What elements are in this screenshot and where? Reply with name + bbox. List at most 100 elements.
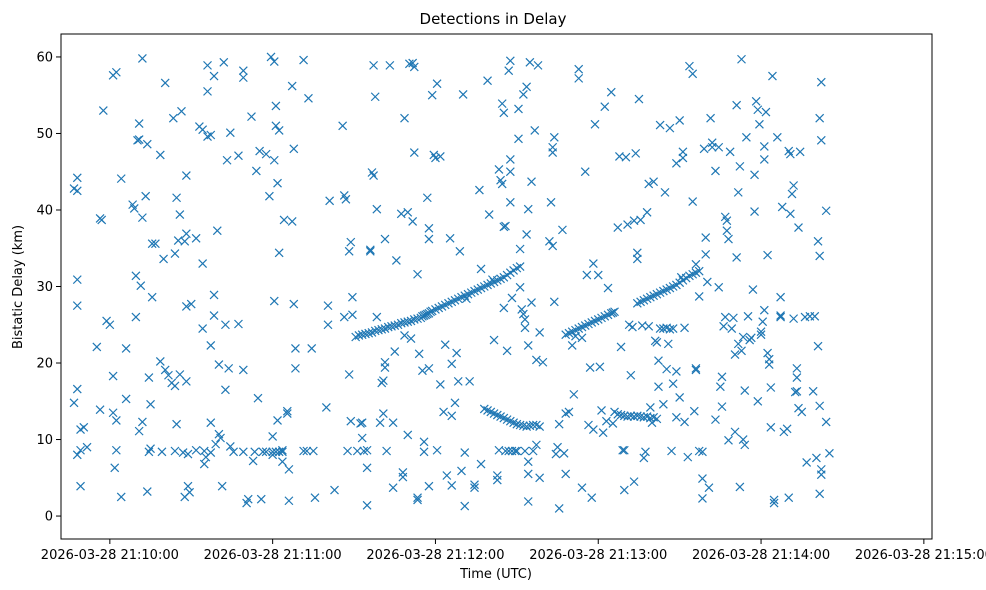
data-point xyxy=(214,360,224,369)
data-point xyxy=(649,177,659,187)
data-point xyxy=(671,412,681,422)
data-point xyxy=(802,458,812,467)
data-point xyxy=(432,445,442,455)
data-point xyxy=(160,78,170,88)
x-tick-label: 2026-03-28 21:13:00 xyxy=(529,548,667,563)
data-point xyxy=(209,290,219,300)
data-point xyxy=(269,57,279,66)
data-point xyxy=(732,252,742,262)
data-point xyxy=(287,81,297,91)
data-point xyxy=(413,314,422,324)
data-point xyxy=(359,446,369,456)
data-point xyxy=(616,342,626,352)
data-point xyxy=(362,463,372,473)
data-point xyxy=(497,99,507,109)
data-point xyxy=(198,324,208,334)
data-point xyxy=(530,125,540,135)
data-point xyxy=(357,418,367,428)
data-point xyxy=(548,241,558,251)
data-point xyxy=(181,301,191,311)
data-point xyxy=(396,209,406,219)
data-point xyxy=(424,481,434,491)
data-point xyxy=(499,222,509,232)
data-point xyxy=(554,503,564,513)
data-point xyxy=(346,416,356,426)
data-point xyxy=(515,262,525,272)
data-point xyxy=(380,234,390,244)
data-point xyxy=(427,90,437,100)
data-point xyxy=(531,355,541,365)
data-point xyxy=(698,447,707,457)
data-point xyxy=(717,372,727,382)
data-point xyxy=(668,379,678,389)
data-point xyxy=(619,485,629,495)
data-point xyxy=(159,254,168,264)
data-point xyxy=(675,393,685,402)
data-point xyxy=(440,340,450,350)
data-point xyxy=(253,393,263,403)
data-point xyxy=(629,412,639,422)
data-point xyxy=(413,495,422,505)
data-point xyxy=(209,311,219,321)
data-point xyxy=(183,449,193,459)
data-point xyxy=(603,283,613,293)
data-point xyxy=(523,457,533,467)
data-point xyxy=(181,229,191,239)
data-point xyxy=(520,314,530,324)
data-point xyxy=(618,445,628,455)
data-point xyxy=(764,360,774,369)
data-point xyxy=(546,197,556,207)
data-point xyxy=(474,185,484,195)
y-tick-label: 50 xyxy=(36,127,53,142)
data-point xyxy=(396,318,406,328)
data-point xyxy=(137,54,147,63)
data-point xyxy=(258,447,268,457)
data-point xyxy=(129,204,139,213)
data-point xyxy=(815,113,825,123)
data-point xyxy=(455,246,465,256)
data-point xyxy=(652,337,662,347)
data-point xyxy=(816,77,826,87)
data-point xyxy=(636,215,646,225)
data-point xyxy=(733,187,743,197)
data-point xyxy=(676,272,686,282)
data-point xyxy=(662,364,672,374)
data-point xyxy=(403,317,413,327)
data-point xyxy=(678,147,688,157)
data-point xyxy=(400,113,409,123)
y-tick-label: 0 xyxy=(45,510,53,525)
data-point xyxy=(198,125,208,135)
data-point xyxy=(287,217,297,226)
data-point xyxy=(601,416,611,426)
data-point xyxy=(206,340,216,350)
data-point xyxy=(691,365,701,375)
data-point xyxy=(121,394,131,404)
data-point xyxy=(719,321,729,331)
data-point xyxy=(629,477,639,487)
data-point xyxy=(111,415,121,425)
data-point xyxy=(759,155,769,164)
data-point xyxy=(574,64,584,74)
data-point xyxy=(160,365,170,375)
data-point xyxy=(370,92,380,102)
y-axis-label: Bistatic Delay (km) xyxy=(11,225,26,349)
data-point xyxy=(146,399,155,409)
data-point xyxy=(769,495,779,505)
data-point xyxy=(445,233,455,243)
data-point xyxy=(382,446,392,456)
data-point xyxy=(751,96,761,106)
data-point xyxy=(636,412,646,422)
data-point xyxy=(600,102,610,112)
data-point xyxy=(813,341,823,351)
data-point xyxy=(619,411,629,421)
data-point xyxy=(505,167,515,177)
data-point xyxy=(450,398,460,408)
x-tick-label: 2026-03-28 21:10:00 xyxy=(41,548,179,563)
data-point xyxy=(269,296,279,306)
data-point xyxy=(769,498,779,508)
data-point xyxy=(665,123,675,133)
data-point xyxy=(131,312,141,322)
data-point xyxy=(137,213,147,223)
data-point xyxy=(735,161,745,171)
data-point xyxy=(72,301,82,311)
